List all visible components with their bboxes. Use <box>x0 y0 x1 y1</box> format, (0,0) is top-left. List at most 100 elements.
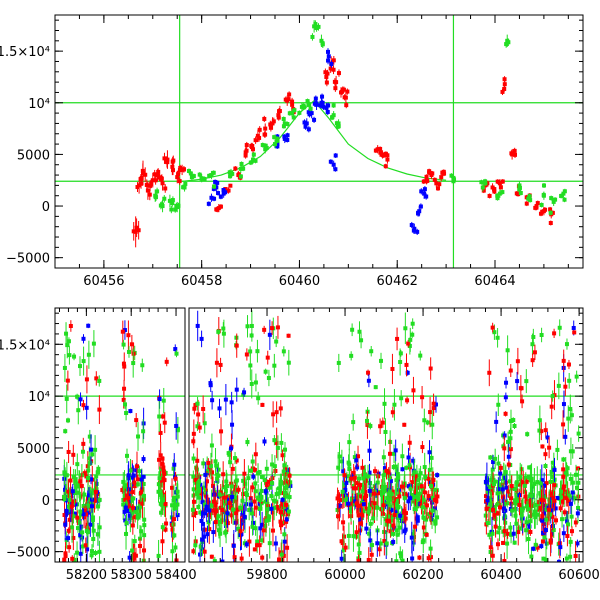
data-point <box>286 97 291 102</box>
data-point <box>272 438 277 443</box>
data-point <box>264 480 269 485</box>
data-point <box>381 455 386 460</box>
data-point <box>214 463 219 468</box>
data-point <box>495 193 500 198</box>
data-point <box>263 126 268 131</box>
data-point <box>373 469 378 474</box>
data-point <box>503 480 508 485</box>
data-point <box>535 512 540 517</box>
data-point <box>274 492 279 497</box>
data-point <box>549 469 554 474</box>
data-point <box>245 440 250 445</box>
axis-segment-0: 58200 58300 58400 <box>54 307 197 583</box>
data-point <box>170 485 175 490</box>
data-point <box>149 181 154 186</box>
data-point <box>394 528 399 533</box>
data-point <box>191 456 196 461</box>
data-point <box>67 497 72 502</box>
data-point <box>427 450 432 455</box>
data-point <box>506 489 511 494</box>
data-point <box>572 496 577 501</box>
data-point <box>287 473 292 478</box>
data-point <box>67 517 72 522</box>
data-point <box>121 479 126 484</box>
data-point <box>157 397 162 402</box>
data-point <box>344 480 349 485</box>
data-point <box>158 203 163 208</box>
data-point <box>211 483 216 488</box>
data-point <box>202 527 207 532</box>
data-point <box>388 529 393 534</box>
data-point <box>200 500 205 505</box>
data-point <box>314 101 319 106</box>
data-point <box>142 517 147 522</box>
data-point <box>223 397 228 402</box>
data-point <box>141 429 146 434</box>
data-point <box>81 503 86 508</box>
data-point <box>430 171 435 176</box>
data-point <box>77 520 82 525</box>
data-point <box>302 120 307 125</box>
x-tick-label: 60458 <box>181 274 222 289</box>
data-point <box>274 499 279 504</box>
data-point <box>439 175 444 180</box>
data-point <box>394 478 399 483</box>
data-point <box>361 502 366 507</box>
data-point <box>139 529 144 534</box>
data-point <box>266 517 271 522</box>
data-point <box>551 199 556 204</box>
data-point <box>68 478 73 483</box>
data-point <box>170 164 175 169</box>
data-point <box>238 174 243 179</box>
x-tick-label: 60462 <box>377 274 418 289</box>
data-point <box>341 547 346 552</box>
data-point <box>431 401 436 406</box>
data-point <box>268 125 273 130</box>
data-point <box>284 484 289 489</box>
data-point <box>138 543 143 548</box>
data-point <box>418 204 423 209</box>
data-point <box>130 523 135 528</box>
data-point <box>172 502 177 507</box>
data-point <box>278 519 283 524</box>
data-point <box>66 449 71 454</box>
data-point <box>199 491 204 496</box>
data-point <box>422 465 427 470</box>
data-point <box>376 491 381 496</box>
data-point <box>252 499 257 504</box>
data-point <box>91 517 96 522</box>
data-point <box>81 336 86 341</box>
data-point <box>519 386 524 391</box>
data-point <box>232 555 237 560</box>
data-point <box>209 554 214 559</box>
data-point <box>175 175 180 180</box>
data-point <box>270 481 275 486</box>
data-point <box>515 499 520 504</box>
data-point <box>190 507 195 512</box>
data-point <box>487 193 492 198</box>
data-point <box>341 520 346 525</box>
data-point <box>240 498 245 503</box>
data-point <box>564 556 569 561</box>
data-point <box>140 501 145 506</box>
data-point <box>273 541 278 546</box>
data-point <box>553 197 558 202</box>
data-point <box>424 194 429 199</box>
data-point <box>161 492 166 497</box>
data-point <box>211 499 216 504</box>
data-point <box>162 196 167 201</box>
data-point <box>214 185 219 190</box>
data-point <box>502 77 507 82</box>
data-point <box>85 522 90 527</box>
data-point <box>310 34 315 39</box>
data-point <box>264 483 269 488</box>
data-point <box>428 366 433 371</box>
data-point <box>126 333 131 338</box>
data-point <box>244 352 249 357</box>
data-point <box>134 510 139 515</box>
data-point <box>282 134 287 139</box>
data-point <box>395 472 400 477</box>
data-point <box>248 363 253 368</box>
data-point <box>336 465 341 470</box>
data-point <box>506 454 511 459</box>
